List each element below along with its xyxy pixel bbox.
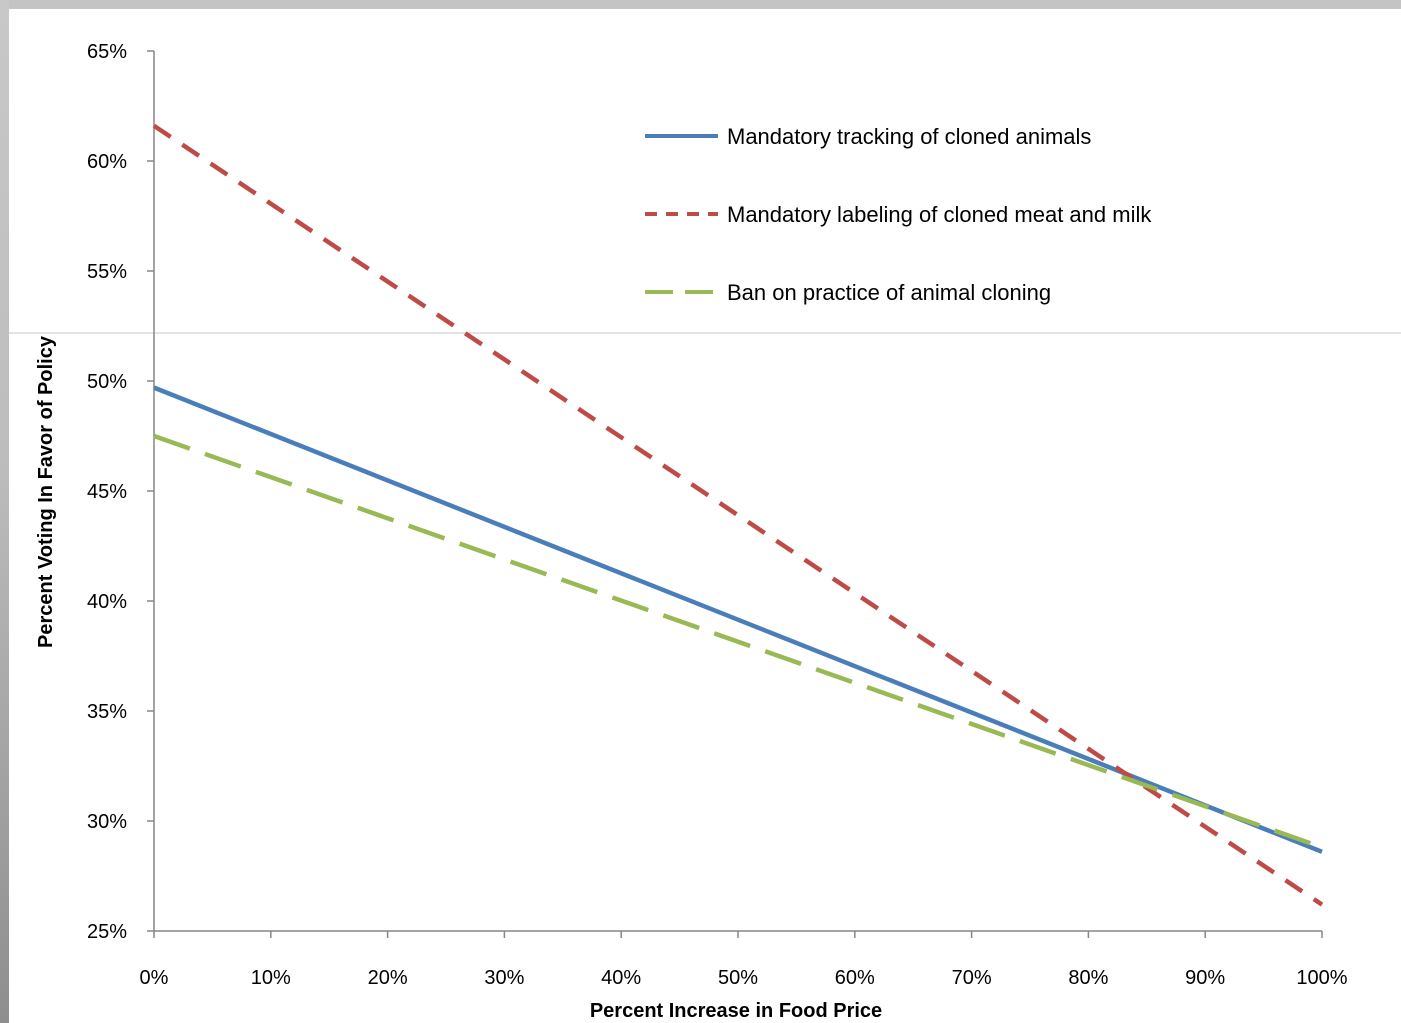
x-tick-label: 70% [952, 967, 992, 989]
x-tick-label: 60% [835, 967, 875, 989]
y-tick-label: 30% [87, 811, 127, 833]
y-tick-label: 50% [87, 371, 127, 393]
y-tick-label: 40% [87, 591, 127, 613]
window-frame-top [0, 0, 1401, 9]
legend-label-2: Mandatory labeling of cloned meat and mi… [727, 202, 1152, 227]
x-tick-label: 40% [601, 967, 641, 989]
y-tick-label: 25% [87, 921, 127, 943]
y-tick-label: 35% [87, 701, 127, 723]
legend-label-3: Ban on practice of animal cloning [727, 280, 1051, 305]
y-axis: 25% 30% 35% 40% 45% 50% 55% 60% 65% [87, 41, 155, 943]
chart-panel [9, 9, 1401, 1023]
x-axis-title: Percent Increase in Food Price [590, 1000, 882, 1022]
series-line-2 [152, 123, 1324, 907]
x-tick-label: 80% [1068, 967, 1108, 989]
x-tick-label: 30% [484, 967, 524, 989]
x-tick-label: 20% [368, 967, 408, 989]
y-axis-title: Percent Voting In Favor of Policy [35, 335, 57, 648]
y-tick-label: 55% [87, 261, 127, 283]
legend: Mandatory tracking of cloned animals Mand… [645, 124, 1152, 305]
series-line-3 [153, 433, 1323, 850]
y-tick-label: 45% [87, 481, 127, 503]
legend-label-1: Mandatory tracking of cloned animals [727, 124, 1091, 149]
series-layer [152, 123, 1324, 907]
x-tick-label: 50% [718, 967, 758, 989]
window-frame-left [0, 0, 9, 1023]
x-axis: 0% 10% 20% 30% 40% 50% 60% 70% 80% 90% 100% [140, 930, 1348, 989]
x-tick-label: 90% [1185, 967, 1225, 989]
series-line-1 [153, 385, 1323, 854]
x-tick-label: 0% [140, 967, 169, 989]
x-tick-label: 10% [251, 967, 291, 989]
y-tick-label: 65% [87, 41, 127, 63]
x-tick-label: 100% [1296, 967, 1347, 989]
y-tick-label: 60% [87, 151, 127, 173]
